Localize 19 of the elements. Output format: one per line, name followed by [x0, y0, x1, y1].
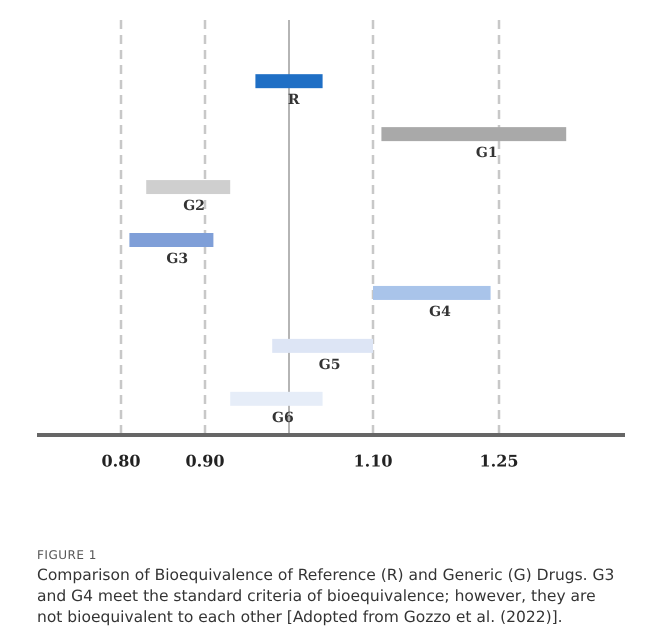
y-tick-label: R	[288, 92, 300, 108]
x-tick-label: 1.25	[480, 451, 518, 470]
y-tick-label: G6	[272, 410, 294, 426]
bar	[255, 74, 323, 88]
bar	[129, 233, 214, 247]
text: Comparison of Bioequivalence of Reference (R) and Generic (G) Drugs. G3 and G4 meet the standard criteria of bioequivalence; however, they are not bioequivalent to each other [Adopted from Gozzo et al. (2022)].	[37, 565, 616, 628]
bar	[272, 338, 373, 353]
caption: FIGURE 1	[37, 548, 98, 562]
y-tick-label: G5	[318, 356, 341, 373]
bar	[381, 127, 566, 142]
bar	[373, 286, 491, 300]
x-tick-label: 1.10	[354, 451, 392, 470]
y-tick-label: G3	[166, 251, 188, 267]
x-tick-label: 0.90	[186, 451, 224, 470]
y-tick-label: G2	[183, 198, 205, 214]
x-tick-label: 0.80	[102, 451, 140, 470]
y-tick-label: G4	[429, 304, 452, 320]
bar	[230, 392, 323, 406]
y-tick-label: G1	[476, 145, 498, 162]
